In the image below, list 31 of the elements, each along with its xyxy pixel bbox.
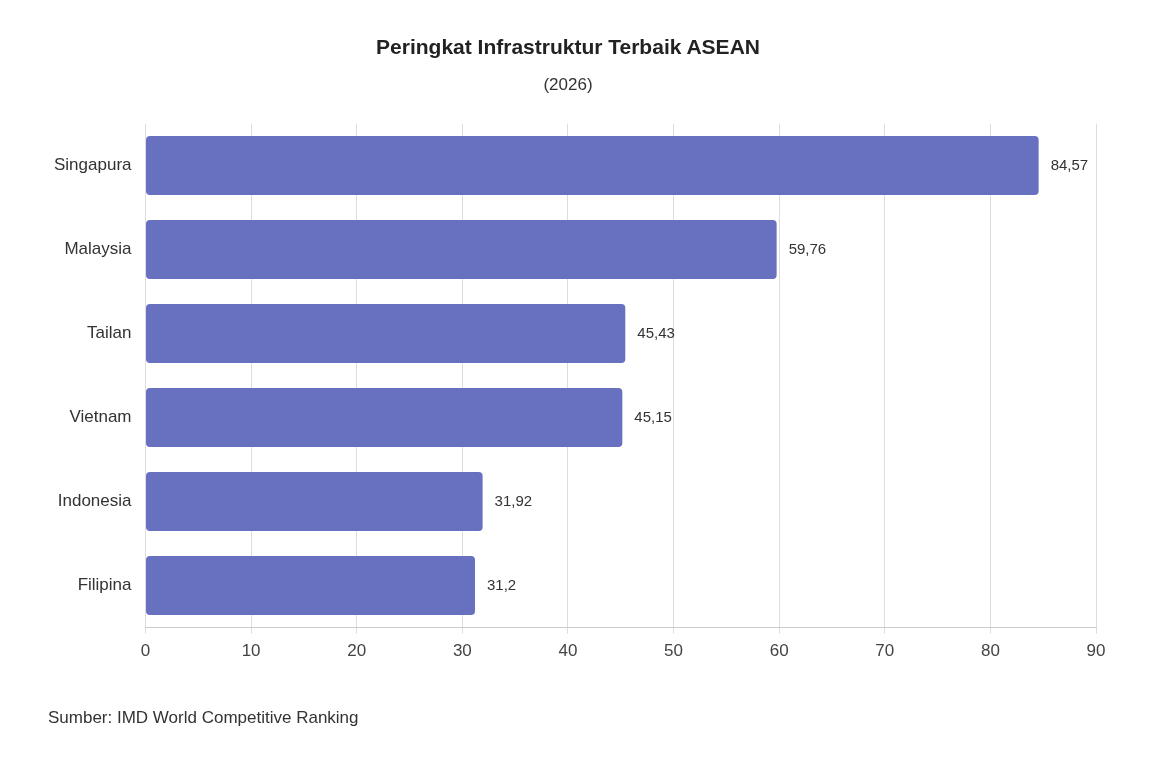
x-tick-label: 70 bbox=[875, 641, 895, 661]
x-tick-label: 60 bbox=[769, 641, 789, 661]
data-label: 45,15 bbox=[634, 407, 672, 425]
data-label: 31,92 bbox=[494, 491, 533, 509]
y-tick-label: Indonesia bbox=[57, 491, 133, 511]
x-tick-label: 0 bbox=[140, 641, 151, 661]
chart-subtitle: (2026) bbox=[543, 75, 593, 95]
chart-title: Peringkat Infrastruktur Terbaik ASEAN bbox=[376, 35, 760, 59]
data-label: 59,76 bbox=[788, 239, 827, 257]
bar bbox=[146, 388, 623, 448]
bar bbox=[146, 556, 476, 616]
y-tick-label: Malaysia bbox=[64, 239, 133, 259]
y-tick-label: Singapura bbox=[53, 155, 133, 175]
y-tick-label: Filipina bbox=[77, 575, 133, 595]
bar bbox=[146, 136, 1039, 196]
data-label: 45,43 bbox=[637, 323, 675, 341]
data-label: 31,2 bbox=[487, 575, 517, 593]
x-tick-label: 30 bbox=[452, 641, 472, 661]
y-tick-label: Tailan bbox=[87, 323, 132, 343]
x-tick-label: 40 bbox=[558, 641, 578, 661]
x-tick-label: 10 bbox=[241, 641, 261, 661]
bar bbox=[146, 472, 483, 532]
x-tick-label: 80 bbox=[980, 641, 1000, 661]
text: Sumber: IMD World Competitive Ranking bbox=[48, 708, 359, 728]
bar bbox=[146, 304, 626, 364]
x-tick-label: 90 bbox=[1086, 641, 1106, 661]
x-tick-label: 50 bbox=[664, 641, 684, 661]
y-tick-label: Vietnam bbox=[69, 407, 132, 427]
data-label: 84,57 bbox=[1050, 155, 1089, 173]
bar bbox=[146, 220, 777, 280]
x-tick-label: 20 bbox=[347, 641, 367, 661]
